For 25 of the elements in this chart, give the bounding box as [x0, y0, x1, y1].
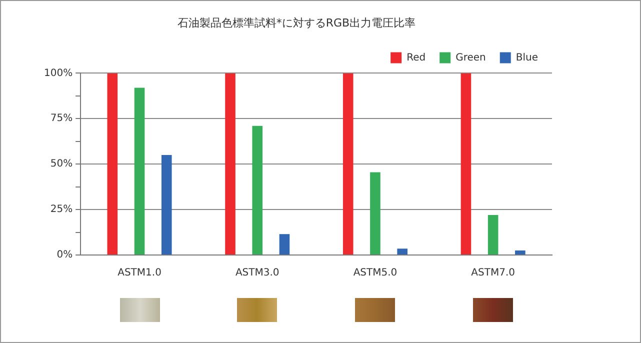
x-tick-label: ASTM1.0 — [118, 268, 162, 279]
y-tick-label: 100% — [44, 68, 73, 79]
y-tick-label: 75% — [50, 113, 73, 124]
y-tick-label: 25% — [50, 204, 73, 216]
legend-label: Green — [456, 52, 486, 64]
bar — [107, 73, 118, 254]
bar — [225, 73, 236, 254]
bar — [515, 250, 526, 254]
bar — [370, 172, 380, 254]
x-tick-label: ASTM5.0 — [353, 268, 398, 279]
bar — [134, 88, 145, 254]
bar — [252, 126, 263, 254]
legend-label: Blue — [516, 52, 538, 64]
legend-label: Red — [406, 52, 426, 64]
x-tick-label: ASTM3.0 — [235, 268, 280, 279]
bar — [488, 215, 498, 254]
bar — [161, 155, 172, 254]
x-tick-label: ASTM7.0 — [471, 268, 515, 279]
bar — [460, 73, 472, 254]
bar — [397, 248, 408, 254]
bar — [279, 234, 290, 254]
y-tick-label: 0% — [56, 250, 73, 261]
bar — [342, 73, 354, 254]
y-tick-label: 50% — [50, 158, 73, 170]
chart-title: 石油製品色標準試料*に対するRGB出力電圧比率 — [177, 16, 416, 30]
